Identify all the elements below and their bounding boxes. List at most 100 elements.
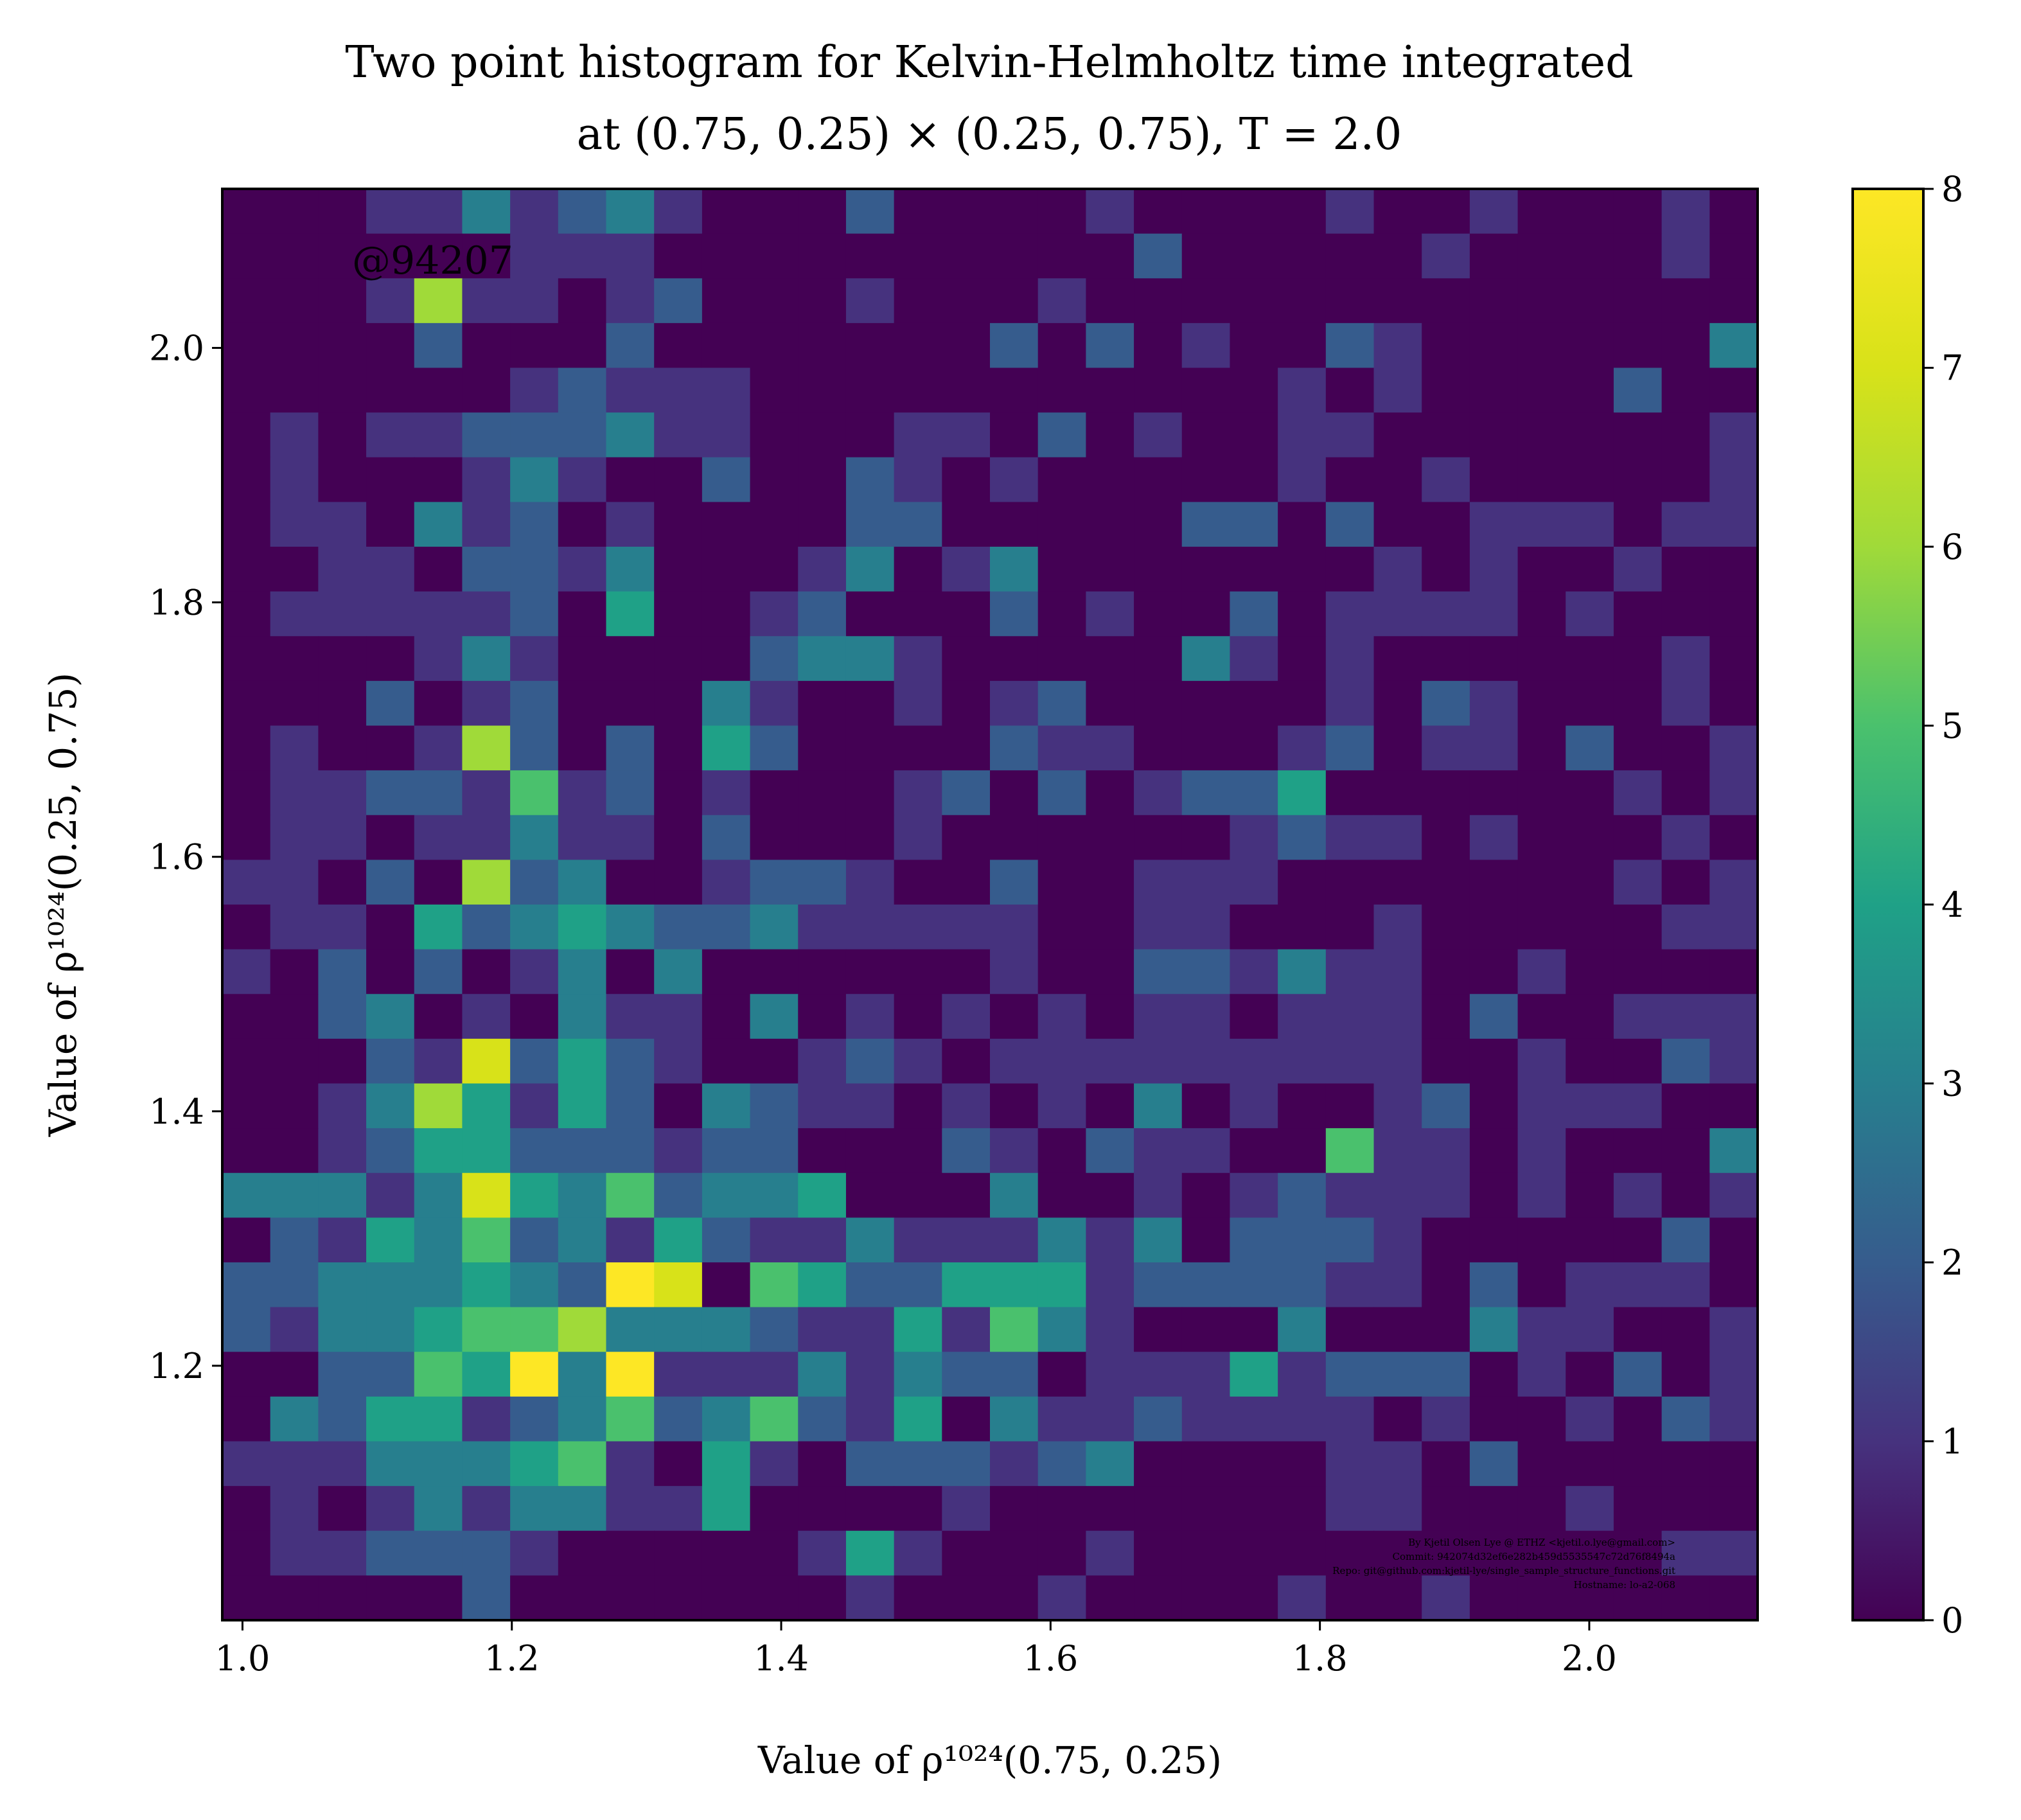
histogram-cell: [1134, 1172, 1183, 1218]
histogram-cell: [1181, 189, 1231, 234]
histogram-cell: [270, 770, 319, 816]
histogram-cell: [558, 1352, 607, 1397]
histogram-cell: [1661, 1575, 1710, 1621]
histogram-cell: [1134, 770, 1183, 816]
histogram-cell: [702, 1530, 751, 1576]
x-axis-label: Value of ρ¹⁰²⁴(0.75, 0.25): [757, 1738, 1222, 1782]
histogram-cell: [1566, 1307, 1614, 1352]
histogram-cell: [990, 1128, 1039, 1174]
histogram-cell: [270, 636, 319, 682]
histogram-cell: [414, 591, 463, 637]
histogram-cell: [270, 725, 319, 771]
histogram-cell: [990, 1038, 1039, 1084]
histogram-cell: [1709, 367, 1758, 413]
histogram-cell: [1469, 457, 1519, 502]
histogram-cell: [1661, 905, 1710, 950]
histogram-cell: [1325, 1530, 1375, 1576]
colorbar-tick-label: 0: [1941, 1600, 1963, 1641]
histogram-cell: [222, 1352, 271, 1397]
histogram-cell: [845, 547, 895, 592]
histogram-cell: [510, 322, 559, 369]
x-tick-label: 1.6: [1023, 1638, 1078, 1679]
histogram-cell: [1278, 412, 1327, 458]
histogram-cell: [462, 1262, 511, 1308]
histogram-cell: [1422, 278, 1470, 324]
histogram-cell: [1566, 815, 1614, 860]
histogram-cell: [894, 725, 942, 771]
histogram-cell: [1181, 322, 1231, 369]
histogram-cell: [1278, 322, 1327, 369]
histogram-cell: [1422, 1352, 1470, 1397]
histogram-cell: [702, 1172, 751, 1218]
histogram-cell: [702, 322, 751, 369]
histogram-cell: [1566, 680, 1614, 727]
x-axis-ticks: 1.0 1.2 1.4 1.6 1.8 2.0: [215, 1620, 1617, 1679]
histogram-cell: [1566, 457, 1614, 502]
histogram-cell: [750, 322, 799, 369]
histogram-cell: [414, 905, 463, 950]
histogram-cell: [1086, 1217, 1134, 1263]
histogram-cell: [1373, 1128, 1422, 1174]
histogram-cell: [1469, 994, 1519, 1039]
histogram-cell: [1037, 860, 1086, 905]
histogram-cell: [942, 1307, 991, 1352]
histogram-cell: [366, 949, 415, 994]
histogram-cell: [1709, 1307, 1758, 1352]
x-tick-label: 1.2: [484, 1638, 540, 1679]
histogram-cell: [1517, 770, 1566, 816]
y-tick-label: 1.4: [149, 1091, 204, 1132]
histogram-cell: [1086, 547, 1134, 592]
histogram-cell: [606, 636, 655, 682]
histogram-cell: [606, 1396, 655, 1442]
histogram-cell: [318, 322, 367, 369]
histogram-cell: [1517, 994, 1566, 1039]
histogram-cell: [1037, 770, 1086, 816]
histogram-cell: [845, 949, 895, 994]
histogram-cell: [510, 1486, 559, 1532]
histogram-cell: [1086, 1083, 1134, 1129]
histogram-cell: [654, 1038, 703, 1084]
histogram-cell: [1661, 680, 1710, 727]
histogram-cell: [654, 233, 703, 279]
histogram-cell: [1037, 367, 1086, 413]
histogram-cell: [1566, 905, 1614, 950]
histogram-cell: [1230, 547, 1278, 592]
histogram-cell: [414, 1262, 463, 1308]
histogram-cell: [510, 1530, 559, 1576]
histogram-cell: [1469, 322, 1519, 369]
histogram-cell: [1709, 1262, 1758, 1308]
histogram-cell: [894, 680, 942, 727]
histogram-cell: [1517, 949, 1566, 994]
histogram-cell: [1517, 457, 1566, 502]
histogram-cell: [1709, 994, 1758, 1039]
histogram-cell: [1566, 1038, 1614, 1084]
histogram-cell: [702, 1307, 751, 1352]
histogram-cell: [318, 1172, 367, 1218]
histogram-cell: [1181, 680, 1231, 727]
histogram-cell: [222, 1172, 271, 1218]
histogram-cell: [990, 233, 1039, 279]
histogram-cell: [1086, 278, 1134, 324]
histogram-cell: [1709, 1172, 1758, 1218]
histogram-cell: [414, 1172, 463, 1218]
histogram-cell: [366, 1352, 415, 1397]
histogram-cell: [1278, 1217, 1327, 1263]
histogram-cell: [1709, 1217, 1758, 1263]
histogram-cell: [798, 770, 847, 816]
histogram-cell: [1709, 1352, 1758, 1397]
histogram-cell: [366, 1441, 415, 1487]
histogram-cell: [1661, 1083, 1710, 1129]
histogram-cell: [654, 591, 703, 637]
histogram-cell: [414, 815, 463, 860]
histogram-cell: [1661, 636, 1710, 682]
histogram-cell: [510, 815, 559, 860]
histogram-cell: [750, 591, 799, 637]
histogram-cell: [1422, 1038, 1470, 1084]
histogram-cell: [1134, 189, 1183, 234]
histogram-cell: [1373, 680, 1422, 727]
histogram-cell: [462, 770, 511, 816]
histogram-cell: [1661, 1128, 1710, 1174]
histogram-cell: [1373, 1396, 1422, 1442]
histogram-cell: [1037, 1038, 1086, 1084]
chart-title-line-2: at (0.75, 0.25) × (0.25, 0.75), T = 2.0: [577, 109, 1402, 160]
